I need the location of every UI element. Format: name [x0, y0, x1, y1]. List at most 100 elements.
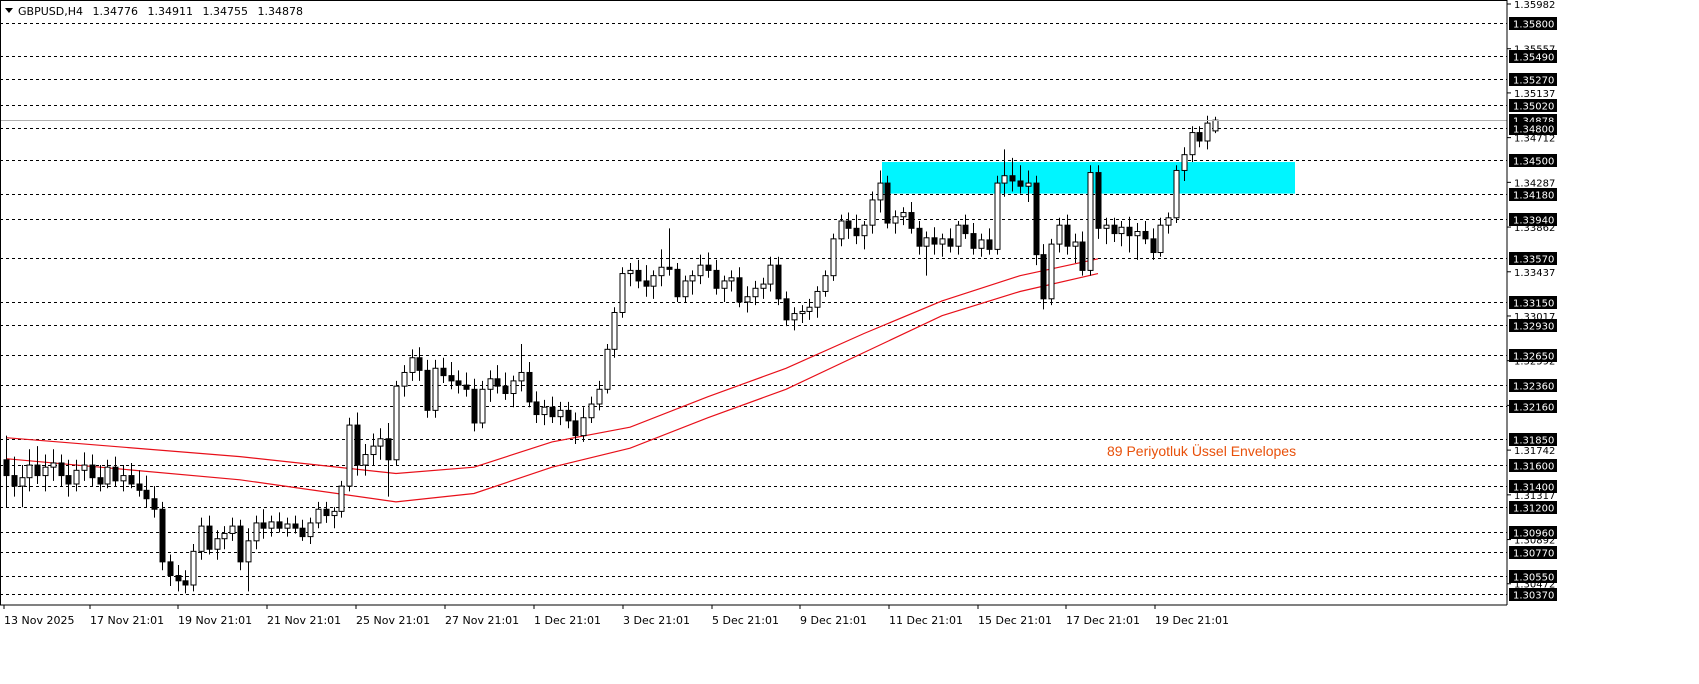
candle-body	[190, 550, 197, 586]
candle-body	[611, 311, 618, 350]
x-tick-label: 1 Dec 21:01	[534, 614, 601, 627]
candle	[674, 263, 681, 302]
candle	[580, 407, 587, 442]
candle	[245, 528, 252, 592]
candle-body	[908, 212, 915, 229]
candle	[354, 412, 361, 476]
candle-body	[728, 277, 735, 282]
candle	[931, 227, 938, 255]
candle-body	[853, 227, 860, 237]
candle	[713, 259, 720, 295]
candle	[331, 507, 338, 529]
candle	[760, 277, 767, 299]
candle	[604, 344, 611, 394]
header-open: 1.34776	[92, 5, 138, 18]
candle	[362, 444, 369, 476]
candle-body	[502, 385, 509, 395]
header-symbol: GBPUSD,H4	[18, 5, 83, 18]
header-low: 1.34755	[202, 5, 248, 18]
level-label: 1.34500	[1513, 157, 1554, 168]
y-tick-label: 1.31317	[1514, 491, 1555, 502]
level-label: 1.30550	[1513, 573, 1554, 584]
candle	[128, 462, 135, 489]
y-tick-label: 1.31742	[1514, 446, 1555, 457]
candle-body	[1040, 254, 1047, 300]
candle	[1056, 217, 1063, 253]
candle	[596, 380, 603, 411]
candle	[939, 233, 946, 257]
level-label: 1.35800	[1513, 20, 1554, 31]
level-label: 1.30370	[1513, 591, 1554, 602]
candle	[424, 359, 431, 418]
candle	[346, 417, 353, 492]
candle	[845, 212, 852, 239]
candle-body	[65, 475, 72, 485]
candle-body	[377, 438, 384, 447]
candle-body	[1103, 224, 1110, 229]
x-tick-label: 9 Dec 21:01	[800, 614, 867, 627]
candle-body	[323, 508, 330, 517]
x-tick-label: 15 Dec 21:01	[978, 614, 1052, 627]
candle	[728, 270, 735, 292]
candle	[292, 515, 299, 534]
candle	[986, 228, 993, 255]
candle-body	[136, 483, 143, 491]
candle-body	[58, 462, 65, 477]
candle	[1033, 175, 1040, 266]
candle	[463, 372, 470, 397]
candle	[510, 375, 517, 408]
level-label: 1.30960	[1513, 529, 1554, 540]
candle	[658, 249, 665, 287]
candle-body	[89, 464, 96, 479]
candle	[229, 517, 236, 541]
candle-body	[494, 378, 501, 387]
candle-body	[1134, 230, 1141, 237]
candle-body	[440, 367, 447, 377]
candle	[214, 530, 221, 560]
candle-body	[1111, 224, 1118, 235]
envelope-lower	[5, 273, 1099, 503]
candle	[487, 370, 494, 402]
candle	[1079, 231, 1086, 276]
dropdown-triangle-icon[interactable]	[5, 8, 13, 13]
candle-body	[510, 380, 517, 395]
candle-body	[822, 275, 829, 292]
candle	[268, 515, 275, 537]
candle	[588, 396, 595, 423]
candle	[736, 267, 743, 308]
candle-body	[619, 273, 626, 313]
candle-body	[760, 283, 767, 289]
candle	[11, 456, 18, 497]
candle-body	[994, 182, 1001, 250]
level-box	[1509, 379, 1557, 392]
candle	[1173, 165, 1180, 224]
candle	[900, 207, 907, 226]
level-box	[1509, 400, 1557, 413]
candle	[916, 220, 923, 255]
candle	[533, 391, 540, 423]
candle-body	[331, 510, 338, 517]
candle	[814, 286, 821, 318]
candle	[471, 378, 478, 432]
candle-body	[128, 475, 135, 485]
candle-body	[565, 409, 572, 422]
candle	[962, 214, 969, 239]
candle-body	[1025, 182, 1032, 187]
candle-body	[1064, 224, 1071, 247]
x-tick-label: 5 Dec 21:01	[712, 614, 779, 627]
candle	[1150, 228, 1157, 260]
candle-body	[393, 385, 400, 461]
envelopes-annotation: 89 Periyotluk Üssel Envelopes	[1107, 442, 1296, 459]
candle	[237, 519, 244, 571]
candle	[994, 175, 1001, 255]
y-tick-label: 1.34712	[1514, 134, 1555, 145]
level-box	[1509, 50, 1557, 63]
candle-body	[50, 462, 57, 468]
candle-body	[198, 525, 205, 552]
candle-body	[1181, 154, 1188, 171]
candle-body	[1126, 226, 1133, 237]
candle	[1181, 147, 1188, 181]
x-tick-label: 3 Dec 21:01	[623, 614, 690, 627]
candle-body	[658, 266, 665, 277]
